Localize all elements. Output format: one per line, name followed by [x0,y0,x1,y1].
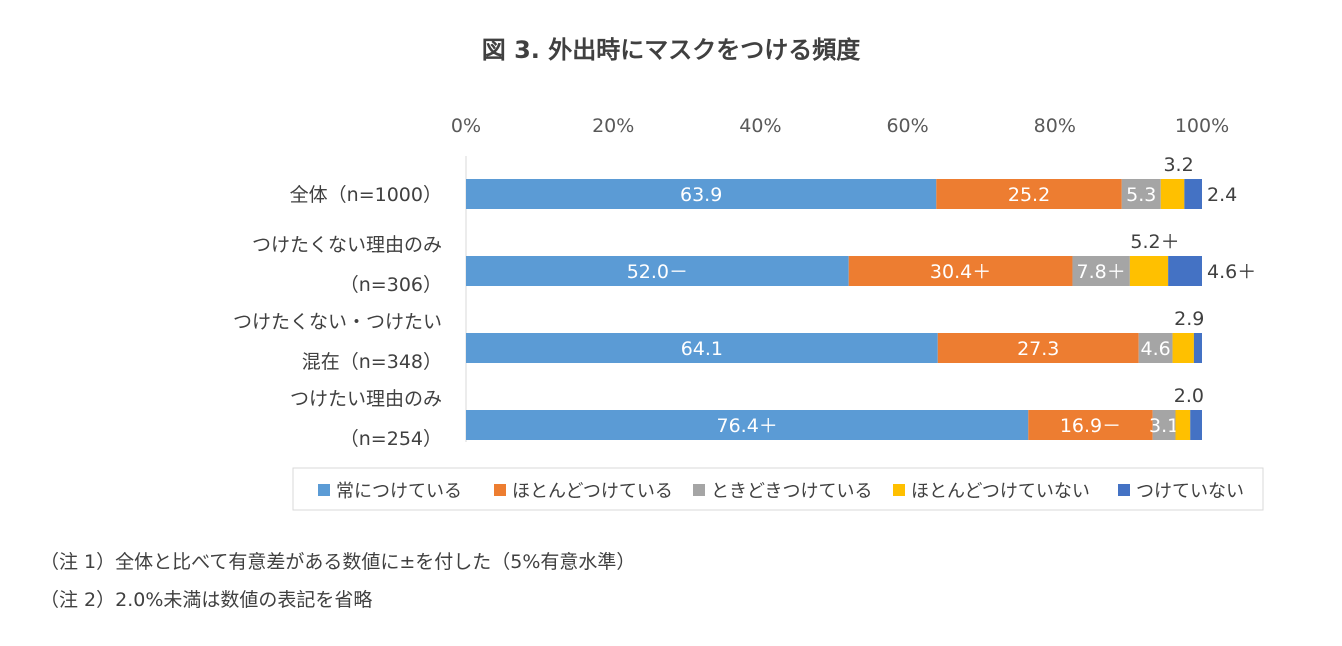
x-tick-label: 100% [1175,115,1229,137]
data-label: 76.4＋ [716,415,777,437]
data-label: 3.2 [1163,154,1193,176]
stacked-bar-chart: 0% 20% 40% 60% 80% 100% 全体（n=1000） つけたくない理由のみ （n… [233,115,1264,511]
legend-swatch [693,484,705,496]
data-label: 5.3 [1126,184,1156,206]
data-label: 16.9－ [1060,415,1121,437]
legend-label: ほとんどつけていない [911,481,1090,502]
data-label: 4.6 [1141,338,1171,360]
x-tick-label: 0% [451,115,481,137]
legend-swatch [893,484,905,496]
bar-segment [1160,179,1185,209]
legend-swatch [494,484,506,496]
footnote-1: （注 1）全体と比べて有意差がある数値に±を付した（5%有意水準） [40,551,636,573]
data-label: 2.9 [1174,308,1204,330]
bar-segment [1175,410,1191,440]
bar-segment [1172,333,1194,363]
bar-segment [1072,256,1130,286]
data-label: 2.4 [1207,184,1237,206]
footnote-2: （注 2）2.0%未満は数値の表記を省略 [40,589,373,611]
chart-title: 図 3. 外出時にマスクをつける頻度 [481,36,861,64]
data-label: 64.1 [681,338,723,360]
bar-segment [1138,333,1173,363]
bar-segment [466,256,849,286]
x-tick-label: 80% [1034,115,1076,137]
legend-box [292,467,1264,511]
category-label: （n=254） [340,428,442,450]
bar-segment [1152,410,1176,440]
bar-segment [466,179,937,209]
legend-label: 常につけている [336,481,462,502]
data-label: 27.3 [1017,338,1059,360]
bar-segment [936,179,1122,209]
category-label: つけたくない理由のみ [252,234,442,256]
legend-label: つけていない [1136,481,1244,502]
bar-segment [466,333,938,363]
category-label: 全体（n=1000） [290,184,442,206]
bar-segment [1184,179,1202,209]
data-label: 7.8＋ [1077,261,1126,283]
bar-segment [937,333,1139,363]
data-label: 63.9 [680,184,722,206]
bar-segment [1190,410,1202,440]
data-label: 25.2 [1008,184,1050,206]
legend-swatch [1118,484,1130,496]
category-label: 混在（n=348） [302,351,442,373]
x-tick-label: 20% [592,115,634,137]
x-tick-label: 40% [739,115,781,137]
category-label: つけたくない・つけたい [233,311,442,333]
bar-segment [466,410,1029,440]
legend-swatch [318,484,330,496]
bar-segment [1028,410,1153,440]
data-label: 52.0－ [627,261,688,283]
x-tick-label: 60% [886,115,928,137]
data-label: 2.0 [1174,385,1204,407]
category-label: （n=306） [340,274,442,296]
bar-segment [1193,333,1202,363]
footnotes: （注 1）全体と比べて有意差がある数値に±を付した（5%有意水準） （注 2）2… [40,543,635,619]
bar-segment [1129,256,1169,286]
legend-label: ときどきつけている [711,481,872,502]
category-label: つけたい理由のみ [290,388,442,410]
data-label: 4.6＋ [1207,261,1256,283]
data-label: 3.1 [1149,415,1179,437]
bar-segment [1168,256,1202,286]
bar-segment [1121,179,1161,209]
legend-label: ほとんどつけている [512,481,673,502]
data-label: 30.4＋ [930,261,991,283]
data-label: 5.2＋ [1130,231,1179,253]
bar-segment [848,256,1073,286]
